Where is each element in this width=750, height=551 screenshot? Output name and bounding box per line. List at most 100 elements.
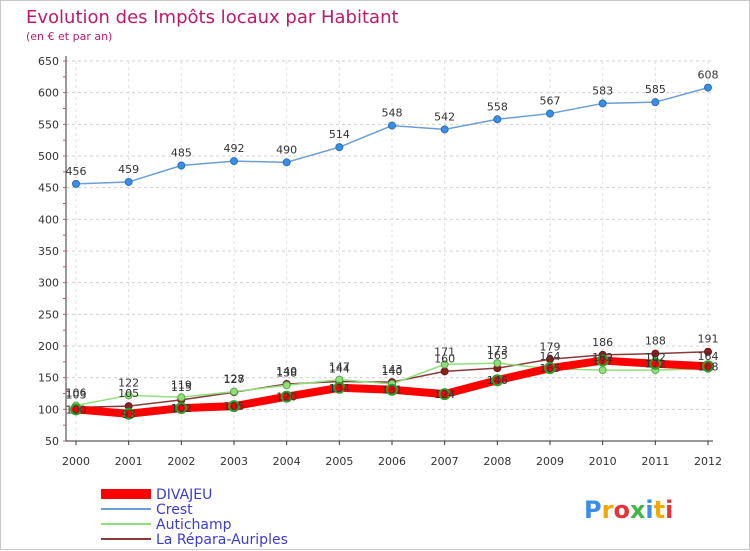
data-label: 164	[698, 350, 719, 363]
y-tick-label: 50	[45, 435, 59, 448]
data-label: 583	[592, 84, 613, 97]
y-tick-label: 400	[38, 213, 59, 226]
data-label: 172	[645, 358, 666, 371]
logo-letter: i	[645, 496, 653, 524]
data-label: 143	[382, 363, 403, 376]
x-tick-label: 2003	[220, 455, 248, 468]
data-label: 558	[487, 100, 508, 113]
data-point	[70, 403, 82, 416]
data-label: 93	[122, 408, 136, 421]
data-label: 119	[171, 378, 192, 391]
data-point	[544, 362, 556, 375]
data-point	[388, 121, 396, 130]
data-label: 162	[645, 351, 666, 364]
data-label: 100	[66, 403, 87, 416]
data-label: 120	[276, 391, 297, 404]
y-tick-label: 250	[38, 308, 59, 321]
data-point	[175, 402, 188, 415]
data-label: 124	[434, 388, 455, 401]
logo-letter: x	[630, 496, 646, 524]
data-label: 188	[645, 335, 666, 348]
legend: DIVAJEU Crest Autichamp La Répara-Auripl…	[101, 487, 288, 548]
x-tick-label: 2011	[641, 455, 669, 468]
x-tick-label: 2012	[694, 455, 722, 468]
data-labels: 456 459 485 492 490 514 548 542 558 567 583 585 608 1…	[66, 69, 719, 421]
data-point	[596, 354, 609, 367]
y-tick-label: 200	[38, 340, 59, 353]
data-label: 102	[171, 402, 192, 415]
data-label: 162	[592, 351, 613, 364]
data-label: 122	[118, 376, 139, 389]
y-tick-label: 350	[38, 245, 59, 258]
data-point	[651, 98, 660, 107]
data-label: 140	[276, 365, 297, 378]
axes: 50 100 150 200 250 300 350 400 450 500 550 600 650 20…	[38, 55, 722, 468]
x-tick-label: 2000	[62, 455, 90, 468]
chart-subtitle: (en € et par an)	[26, 30, 112, 43]
data-point	[440, 125, 449, 134]
y-tick-label: 300	[38, 277, 59, 290]
data-point	[493, 359, 502, 368]
data-label: 165	[540, 362, 561, 375]
data-label: 144	[329, 362, 350, 375]
y-tick-label: 500	[38, 150, 59, 163]
data-point	[493, 115, 502, 124]
data-point	[598, 366, 607, 375]
data-label: 128	[224, 373, 245, 386]
data-point	[282, 158, 291, 167]
data-label: 548	[382, 107, 403, 120]
x-tick-label: 2010	[589, 455, 617, 468]
legend-swatch-divajeu	[101, 489, 151, 499]
chart-title: Evolution des Impôts locaux par Habitant	[26, 7, 399, 28]
data-label: 146	[487, 374, 508, 387]
y-tick-label: 600	[38, 87, 59, 100]
data-point	[546, 109, 554, 118]
y-tick-label: 100	[38, 403, 59, 416]
x-tick-label: 2005	[325, 455, 353, 468]
x-tick-label: 2002	[167, 455, 195, 468]
legend-label-divajeu: DIVAJEU	[156, 487, 212, 503]
y-tick-label: 550	[38, 118, 59, 131]
data-label: 514	[329, 128, 350, 141]
data-label: 173	[487, 344, 508, 357]
x-tick-label: 2007	[431, 455, 459, 468]
data-label: 485	[171, 147, 192, 160]
data-point	[598, 99, 607, 108]
data-label: 138	[276, 366, 297, 379]
data-label: 490	[276, 143, 297, 156]
data-label: 140	[382, 365, 403, 378]
data-label: 177	[592, 355, 613, 368]
data-label: 164	[540, 350, 561, 363]
x-tick-label: 2004	[273, 455, 301, 468]
data-label: 105	[118, 387, 139, 400]
data-point	[282, 381, 291, 390]
logo-letter: o	[613, 496, 630, 524]
data-label: 134	[329, 382, 350, 395]
logo-letter: P	[584, 496, 602, 524]
y-tick-label: 650	[38, 55, 59, 68]
logo-letter: i	[665, 496, 673, 524]
data-point	[72, 179, 80, 188]
data-point	[124, 391, 133, 400]
data-label: 106	[66, 387, 87, 400]
data-label: 127	[224, 373, 245, 386]
data-label: 542	[434, 110, 455, 123]
logo-letter: t	[654, 496, 665, 524]
data-point	[177, 161, 186, 170]
data-label: 186	[592, 336, 613, 349]
data-label: 168	[698, 360, 719, 373]
data-point	[230, 157, 238, 166]
x-tick-label: 2009	[536, 455, 564, 468]
x-tick-label: 2006	[378, 455, 406, 468]
data-point	[124, 177, 133, 186]
data-point	[335, 143, 344, 152]
data-point	[440, 367, 449, 376]
data-point	[280, 390, 293, 403]
data-point	[230, 387, 238, 396]
x-tick-label: 2001	[115, 455, 143, 468]
data-point	[491, 374, 504, 387]
data-point	[438, 388, 451, 401]
data-label: 115	[171, 381, 192, 394]
data-label: 103	[66, 388, 87, 401]
